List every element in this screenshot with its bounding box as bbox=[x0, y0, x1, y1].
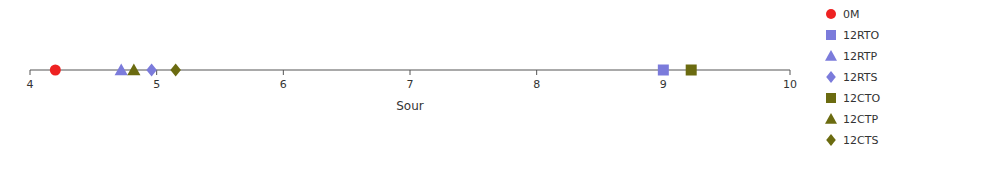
x-tick-label: 9 bbox=[660, 78, 667, 91]
x-tick bbox=[790, 70, 791, 75]
legend-marker bbox=[826, 71, 836, 83]
legend-marker bbox=[825, 50, 837, 61]
point bbox=[127, 63, 140, 75]
point bbox=[50, 65, 61, 76]
x-tick-label: 5 bbox=[153, 78, 160, 91]
legend-label: 12CTP bbox=[843, 113, 878, 126]
x-tick-label: 6 bbox=[280, 78, 287, 91]
points bbox=[50, 63, 697, 76]
x-tick-label: 4 bbox=[27, 78, 34, 91]
x-tick-label: 7 bbox=[407, 78, 414, 91]
point bbox=[658, 65, 669, 76]
x-tick bbox=[536, 70, 537, 75]
legend: 0M 12RTO 12RTP 12RTS 12CTO 12CTP 12CTS bbox=[825, 8, 880, 147]
legend-marker bbox=[826, 93, 836, 103]
legend-label: 12RTO bbox=[843, 29, 880, 42]
point bbox=[170, 63, 181, 76]
legend-marker bbox=[825, 113, 837, 124]
legend-marker bbox=[826, 134, 836, 146]
point bbox=[115, 63, 128, 75]
legend-label: 12CTS bbox=[843, 134, 878, 147]
legend-label: 0M bbox=[843, 8, 860, 21]
legend-marker bbox=[826, 9, 836, 19]
x-tick-label: 8 bbox=[533, 78, 540, 91]
chart-container: 4 5 6 7 8 9 10 Sour 0M 12RTO 12RTP 12RTS 12CTO 12CTP 1… bbox=[0, 0, 1008, 174]
legend-label: 12RTS bbox=[843, 71, 878, 84]
point bbox=[686, 65, 697, 76]
x-tick bbox=[156, 70, 157, 75]
chart: 4 5 6 7 8 9 10 Sour 0M 12RTO 12RTP 12RTS 12CTO 12CTP 1… bbox=[0, 0, 1008, 174]
legend-label: 12CTO bbox=[843, 92, 880, 105]
x-axis-label: Sour bbox=[396, 99, 424, 113]
x-tick bbox=[30, 70, 31, 75]
legend-label: 12RTP bbox=[843, 50, 878, 63]
x-tick bbox=[410, 70, 411, 75]
point bbox=[146, 63, 157, 76]
legend-marker bbox=[826, 30, 836, 40]
x-tick bbox=[283, 70, 284, 75]
x-tick-label: 10 bbox=[783, 78, 797, 91]
